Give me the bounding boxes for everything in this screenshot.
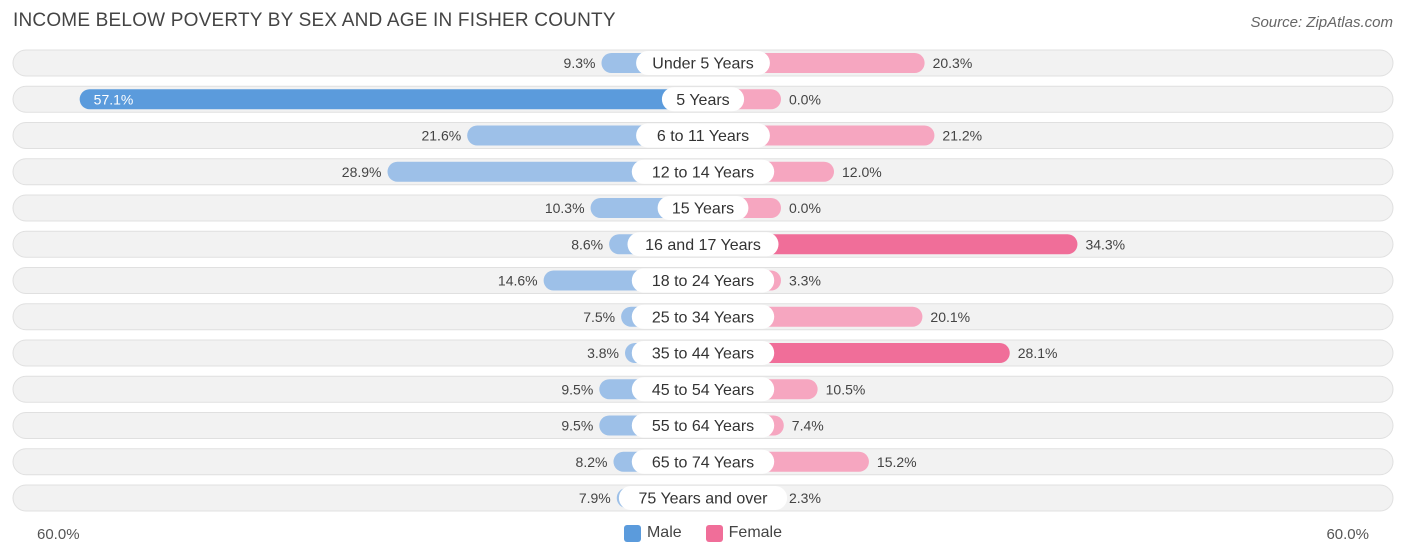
legend-swatch-male bbox=[623, 524, 641, 542]
bar-female bbox=[703, 343, 1010, 363]
category-label-bg bbox=[631, 304, 775, 329]
legend: Male Female bbox=[0, 524, 1406, 542]
category-label-bg bbox=[661, 87, 745, 112]
source-label: Source: ZipAtlas.com bbox=[1250, 14, 1393, 31]
axis-label-left: 60.0% bbox=[37, 526, 80, 543]
value-label-female: 20.1% bbox=[930, 309, 970, 325]
value-label-male: 7.5% bbox=[583, 309, 615, 325]
value-label-male: 8.6% bbox=[571, 236, 603, 252]
value-label-female: 0.0% bbox=[789, 200, 821, 216]
value-label-male: 9.5% bbox=[561, 418, 593, 434]
category-label: Under 5 Years bbox=[652, 56, 753, 73]
legend-item-male[interactable]: Male bbox=[623, 524, 682, 542]
category-label-bg bbox=[631, 413, 775, 438]
category-label: 18 to 24 Years bbox=[652, 273, 754, 290]
value-label-female: 21.2% bbox=[942, 128, 982, 144]
chart-title: INCOME BELOW POVERTY BY SEX AND AGE IN F… bbox=[13, 10, 616, 31]
value-label-male: 28.9% bbox=[342, 164, 382, 180]
legend-swatch-female bbox=[705, 524, 723, 542]
category-label: 35 to 44 Years bbox=[652, 346, 754, 363]
bar-male bbox=[387, 161, 703, 182]
legend-item-female[interactable]: Female bbox=[705, 524, 783, 542]
value-label-female: 7.4% bbox=[792, 418, 824, 434]
category-label-bg bbox=[631, 377, 775, 402]
axis-label-right: 60.0% bbox=[1326, 526, 1369, 543]
category-label: 5 Years bbox=[676, 92, 729, 109]
category-label: 45 to 54 Years bbox=[652, 382, 754, 399]
bar-male bbox=[79, 89, 704, 110]
legend-label-male: Male bbox=[646, 524, 682, 541]
category-label-bg bbox=[631, 159, 775, 184]
value-label-female: 0.0% bbox=[789, 91, 821, 107]
category-label-bg bbox=[631, 449, 775, 474]
value-label-male: 10.3% bbox=[545, 200, 585, 216]
category-label: 6 to 11 Years bbox=[657, 128, 749, 145]
category-label: 15 Years bbox=[672, 201, 734, 218]
category-label-bg bbox=[657, 196, 749, 220]
value-label-male: 9.5% bbox=[561, 381, 593, 397]
value-label-female: 12.0% bbox=[842, 164, 882, 180]
value-label-female: 10.5% bbox=[826, 381, 866, 397]
value-label-male: 14.6% bbox=[498, 273, 538, 289]
category-label: 25 to 34 Years bbox=[652, 309, 754, 326]
category-label-bg bbox=[631, 268, 775, 293]
chart-svg: Under 5 Years 9.3% 20.3% 5 Years 57.1% 0.0% 6 … bbox=[12, 49, 1394, 512]
category-label: 12 to 14 Years bbox=[652, 164, 754, 181]
value-label-female: 20.3% bbox=[933, 55, 973, 71]
category-label: 55 to 64 Years bbox=[652, 418, 754, 435]
value-label-male: 3.8% bbox=[587, 345, 619, 361]
value-label-male: 8.2% bbox=[576, 454, 608, 470]
category-label: 75 Years and over bbox=[639, 491, 769, 508]
value-label-male: 7.9% bbox=[579, 490, 611, 506]
category-label-bg bbox=[627, 232, 779, 257]
category-label-bg bbox=[636, 51, 770, 75]
bar-female bbox=[703, 234, 1078, 255]
value-label-female: 28.1% bbox=[1018, 345, 1058, 361]
category-label: 16 and 17 Years bbox=[645, 237, 761, 254]
category-label-bg bbox=[618, 486, 788, 510]
value-label-female: 3.3% bbox=[789, 273, 821, 289]
category-label-bg bbox=[631, 341, 775, 365]
value-label-male: 57.1% bbox=[94, 91, 134, 107]
value-label-female: 2.3% bbox=[789, 490, 821, 506]
legend-label-female: Female bbox=[728, 524, 783, 541]
value-label-male: 21.6% bbox=[421, 128, 461, 144]
value-label-female: 34.3% bbox=[1085, 236, 1125, 252]
value-label-female: 15.2% bbox=[877, 454, 917, 470]
value-label-male: 9.3% bbox=[564, 55, 596, 71]
category-label: 65 to 74 Years bbox=[652, 454, 754, 471]
category-label-bg bbox=[636, 123, 770, 148]
